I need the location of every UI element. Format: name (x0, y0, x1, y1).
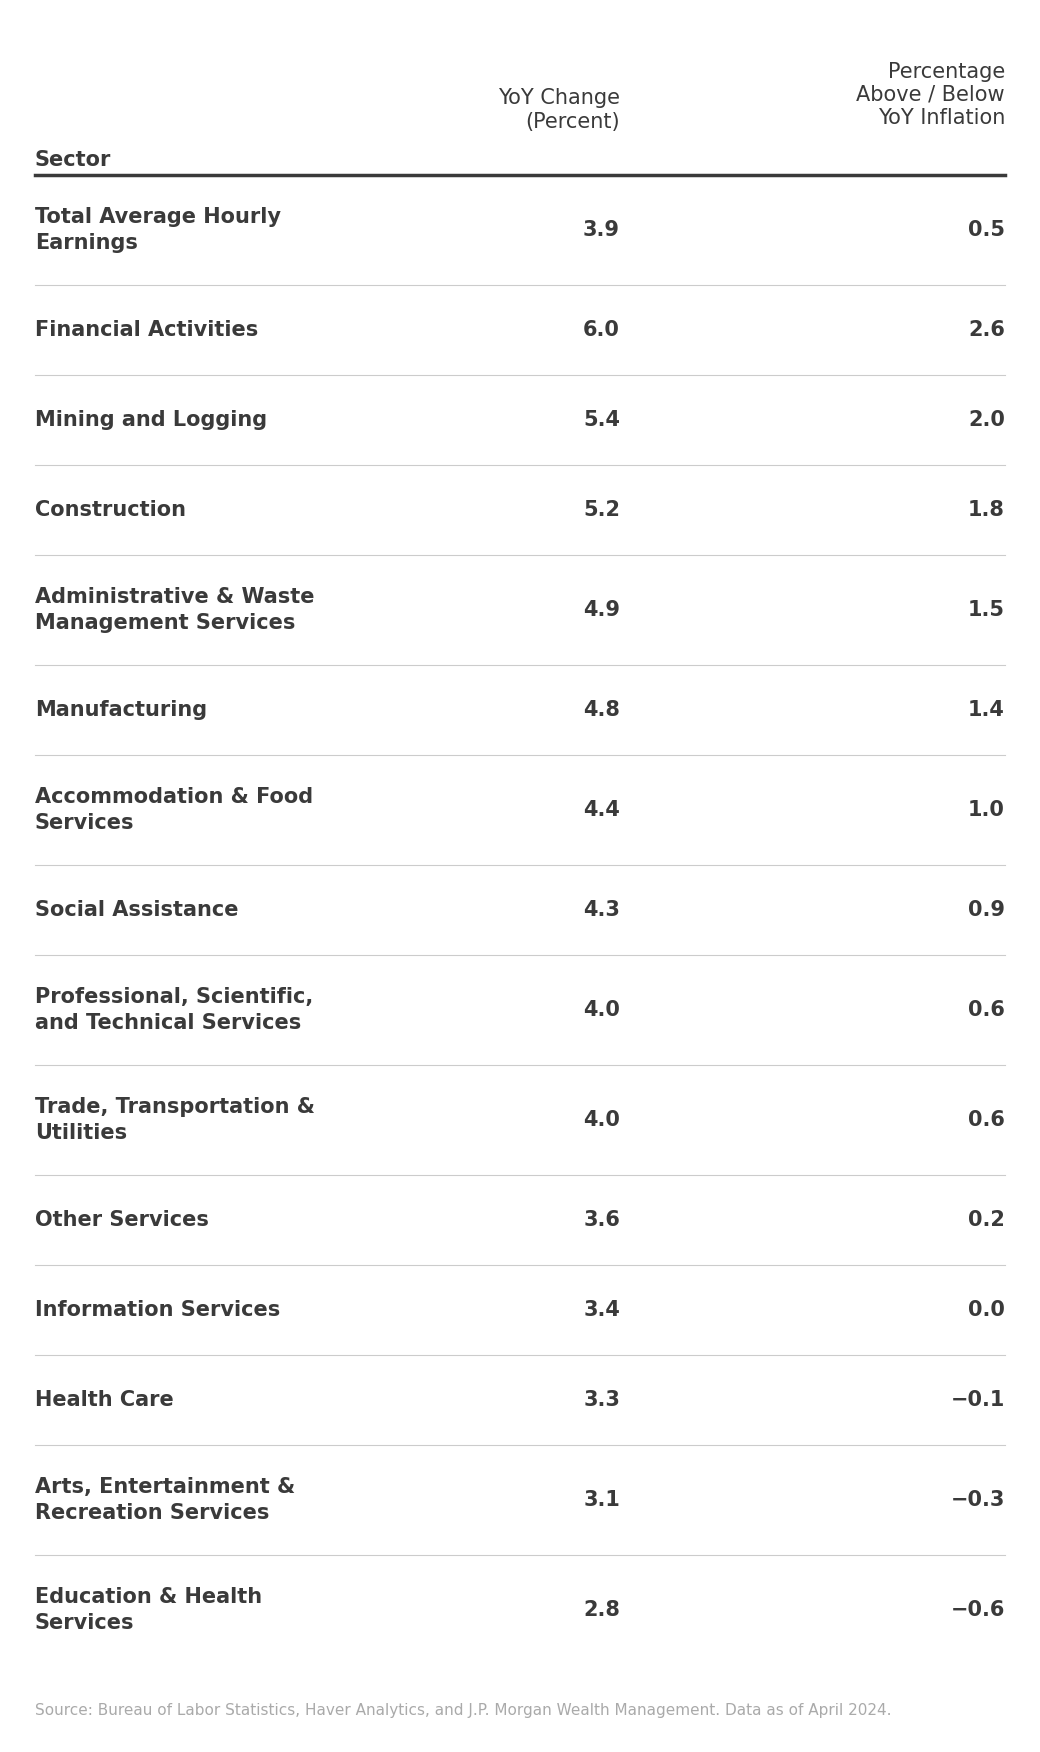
Text: 3.3: 3.3 (583, 1389, 620, 1410)
Text: Education & Health
Services: Education & Health Services (35, 1587, 262, 1633)
Text: 3.4: 3.4 (583, 1300, 620, 1319)
Text: 4.8: 4.8 (583, 701, 620, 720)
Text: −0.6: −0.6 (951, 1600, 1005, 1621)
Text: 5.2: 5.2 (583, 499, 620, 520)
Text: 4.0: 4.0 (583, 1111, 620, 1130)
Text: Construction: Construction (35, 499, 186, 520)
Text: Manufacturing: Manufacturing (35, 701, 207, 720)
Text: 4.4: 4.4 (583, 801, 620, 820)
Text: Health Care: Health Care (35, 1389, 174, 1410)
Text: 1.5: 1.5 (968, 599, 1005, 620)
Text: Source: Bureau of Labor Statistics, Haver Analytics, and J.P. Morgan Wealth Mana: Source: Bureau of Labor Statistics, Have… (35, 1703, 891, 1717)
Text: Arts, Entertainment &
Recreation Services: Arts, Entertainment & Recreation Service… (35, 1477, 295, 1522)
Text: 3.6: 3.6 (583, 1211, 620, 1230)
Text: 6.0: 6.0 (583, 321, 620, 340)
Text: 3.1: 3.1 (583, 1489, 620, 1510)
Text: 2.0: 2.0 (968, 410, 1005, 429)
Text: 1.4: 1.4 (968, 701, 1005, 720)
Text: 0.6: 0.6 (968, 1111, 1005, 1130)
Text: 4.3: 4.3 (583, 901, 620, 920)
Text: Accommodation & Food
Services: Accommodation & Food Services (35, 787, 313, 834)
Text: Social Assistance: Social Assistance (35, 901, 238, 920)
Text: 4.9: 4.9 (583, 599, 620, 620)
Text: 1.8: 1.8 (968, 499, 1005, 520)
Text: YoY Change
(Percent): YoY Change (Percent) (498, 88, 620, 131)
Text: Sector: Sector (35, 151, 111, 170)
Text: 0.2: 0.2 (968, 1211, 1005, 1230)
Text: −0.1: −0.1 (951, 1389, 1005, 1410)
Text: 3.9: 3.9 (583, 221, 620, 240)
Text: 0.5: 0.5 (968, 221, 1005, 240)
Text: 2.6: 2.6 (968, 321, 1005, 340)
Text: Information Services: Information Services (35, 1300, 280, 1319)
Text: 1.0: 1.0 (968, 801, 1005, 820)
Text: Administrative & Waste
Management Services: Administrative & Waste Management Servic… (35, 587, 314, 632)
Text: 0.0: 0.0 (968, 1300, 1005, 1319)
Text: −0.3: −0.3 (951, 1489, 1005, 1510)
Text: Professional, Scientific,
and Technical Services: Professional, Scientific, and Technical … (35, 986, 313, 1034)
Text: Percentage
Above / Below
YoY Inflation: Percentage Above / Below YoY Inflation (856, 61, 1005, 128)
Text: Mining and Logging: Mining and Logging (35, 410, 267, 429)
Text: 0.6: 0.6 (968, 1000, 1005, 1020)
Text: 5.4: 5.4 (583, 410, 620, 429)
Text: 4.0: 4.0 (583, 1000, 620, 1020)
Text: 2.8: 2.8 (583, 1600, 620, 1621)
Text: Other Services: Other Services (35, 1211, 209, 1230)
Text: 0.9: 0.9 (968, 901, 1005, 920)
Text: Total Average Hourly
Earnings: Total Average Hourly Earnings (35, 207, 281, 254)
Text: Trade, Transportation &
Utilities: Trade, Transportation & Utilities (35, 1097, 315, 1144)
Text: Financial Activities: Financial Activities (35, 321, 258, 340)
